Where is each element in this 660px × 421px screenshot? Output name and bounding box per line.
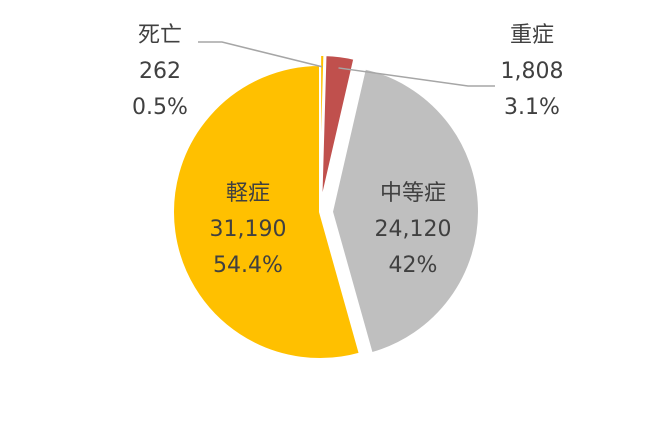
label-mild-name: 軽症 — [226, 181, 270, 206]
label-moderate: 中等症 24,120 42% — [375, 181, 452, 278]
label-death: 死亡 262 0.5% — [132, 23, 188, 120]
pie-slices — [172, 54, 480, 360]
label-death-name: 死亡 — [138, 23, 182, 48]
label-death-percent: 0.5% — [132, 95, 188, 120]
label-severe-value: 1,808 — [501, 59, 564, 84]
label-death-value: 262 — [139, 59, 181, 84]
label-moderate-name: 中等症 — [380, 181, 446, 206]
leader-line-severe — [338, 67, 495, 87]
label-severe-name: 重症 — [510, 23, 554, 48]
label-moderate-value: 24,120 — [375, 217, 452, 242]
label-severe-percent: 3.1% — [504, 95, 560, 120]
leader-lines — [198, 41, 495, 87]
label-severe: 重症 1,808 3.1% — [501, 23, 564, 120]
slice-moderate — [330, 67, 480, 355]
label-mild: 軽症 31,190 54.4% — [210, 181, 287, 278]
slice-death — [319, 54, 326, 203]
slice-mild — [172, 63, 361, 360]
slice-severe — [320, 54, 356, 203]
label-mild-value: 31,190 — [210, 217, 287, 242]
label-mild-percent: 54.4% — [213, 253, 283, 278]
label-moderate-percent: 42% — [389, 253, 438, 278]
leader-line-death — [198, 41, 323, 68]
